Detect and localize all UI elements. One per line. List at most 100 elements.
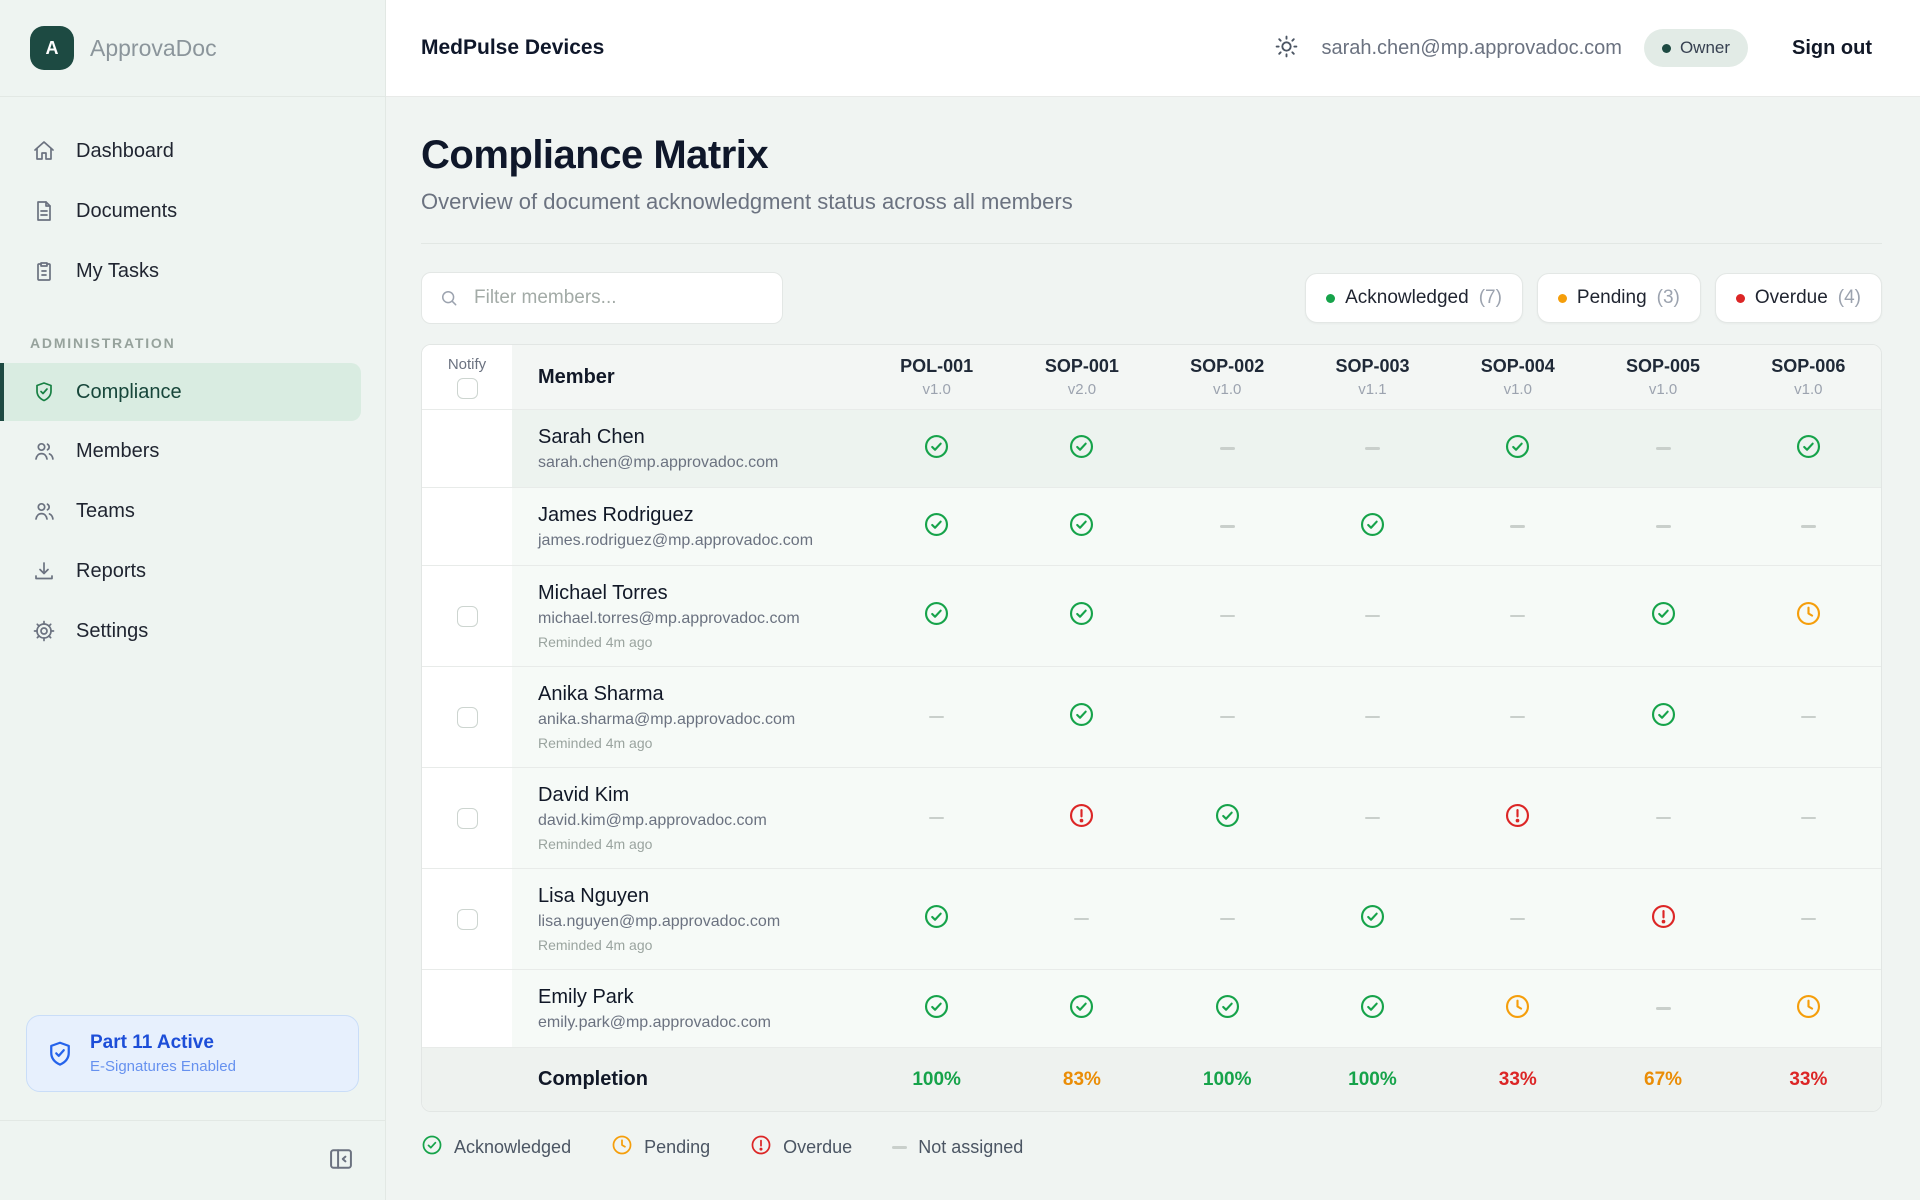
notify-cell (422, 667, 512, 767)
doc-version: v2.0 (1067, 381, 1097, 398)
not-assigned-dash (929, 816, 945, 820)
sidebar-item-settings[interactable]: Settings (0, 601, 385, 661)
completion-cell: 100% (864, 1069, 1009, 1091)
sidebar-item-label: My Tasks (76, 259, 159, 282)
member-name: Michael Torres (538, 582, 668, 604)
filter-chip-overdue[interactable]: Overdue (4) (1714, 273, 1882, 323)
status-overdue-icon (1650, 903, 1677, 935)
not-assigned-dash (1655, 1007, 1671, 1010)
status-acknowledged-icon (1359, 903, 1386, 935)
legend-label: Not assigned (918, 1137, 1024, 1157)
member-email: michael.torres@mp.approvadoc.com (538, 610, 800, 627)
sidebar-item-documents[interactable]: Documents (0, 181, 385, 241)
doc-header-sop-003: SOP-003 v1.1 (1299, 345, 1446, 409)
doc-version: v1.0 (1503, 381, 1532, 398)
users-icon (32, 439, 56, 463)
doc-header-sop-006: SOP-006 v1.0 (1735, 345, 1881, 409)
collapse-sidebar-button[interactable] (327, 1145, 355, 1176)
status-cell (864, 970, 1010, 1047)
completion-percentage: 100% (1202, 1068, 1252, 1090)
completion-label-cell: Completion (512, 1068, 864, 1091)
status-cell (1299, 970, 1446, 1047)
not-assigned-dash (1655, 447, 1671, 450)
completion-cell: 100% (1155, 1069, 1300, 1091)
select-all-checkbox[interactable] (456, 377, 478, 399)
status-cell (1735, 410, 1881, 487)
status-cell (864, 488, 1010, 565)
not-assigned-dash (1219, 614, 1235, 618)
not-assigned-dash (1219, 917, 1235, 921)
member-filter-box (421, 272, 783, 324)
status-acknowledged-icon (923, 903, 950, 935)
filter-chip-acknowledged[interactable]: Acknowledged (7) (1305, 273, 1523, 323)
notify-checkbox[interactable] (456, 908, 478, 930)
part11-status-card: Part 11 Active E-Signatures Enabled (26, 1015, 359, 1092)
sidebar-item-teams[interactable]: Teams (0, 481, 385, 541)
sidebar-item-label: Teams (76, 499, 135, 522)
sidebar-item-label: Compliance (76, 380, 182, 403)
member-cell: Lisa Nguyen lisa.nguyen@mp.approvadoc.com… (512, 869, 864, 969)
doc-header-sop-005: SOP-005 v1.0 (1590, 345, 1736, 409)
sidebar-item-reports[interactable]: Reports (0, 541, 385, 601)
status-cell (1154, 410, 1300, 487)
completion-cell: 100% (1300, 1069, 1445, 1091)
sidebar-item-compliance[interactable]: Compliance (0, 363, 361, 421)
sign-out-button[interactable]: Sign out (1786, 36, 1878, 61)
filter-chip-pending[interactable]: Pending (3) (1536, 273, 1701, 323)
sidebar-item-dashboard[interactable]: Dashboard (0, 121, 385, 181)
download-icon (32, 559, 56, 583)
toolbar: Acknowledged (7) Pending (3) Overdue (4) (421, 272, 1882, 324)
notify-checkbox[interactable] (456, 605, 478, 627)
status-acknowledged-icon (1068, 433, 1095, 465)
status-cell (1590, 970, 1736, 1047)
member-filter-input[interactable] (472, 286, 765, 310)
clipboard-icon (32, 259, 56, 283)
member-reminded-note: Reminded 4m ago (538, 937, 653, 953)
app-logo: A (30, 26, 74, 70)
legend-label: Pending (644, 1137, 711, 1157)
status-cell (864, 410, 1010, 487)
status-acknowledged-icon (923, 511, 950, 543)
notify-checkbox[interactable] (456, 807, 478, 829)
completion-cell: 83% (1009, 1069, 1154, 1091)
status-acknowledged-icon (1068, 600, 1095, 632)
not-assigned-dash (1364, 447, 1380, 450)
sidebar: A ApprovaDoc Dashboard Documents My Tasks … (0, 0, 386, 1200)
completion-row: Completion 100% 83% 100% 100% 33% 67% 33% (422, 1047, 1881, 1111)
status-cell (1154, 869, 1300, 969)
notify-checkbox[interactable] (456, 706, 478, 728)
member-name: Emily Park (538, 985, 634, 1008)
not-assigned-dash (1655, 816, 1671, 820)
status-cell (1299, 667, 1446, 767)
theme-toggle-button[interactable] (1274, 34, 1299, 62)
doc-header-sop-001: SOP-001 v2.0 (1009, 345, 1155, 409)
chip-status-dot (1326, 293, 1336, 303)
doc-code: POL-001 (900, 356, 974, 376)
role-badge-label: Owner (1679, 38, 1731, 57)
status-acknowledged-icon (923, 993, 950, 1025)
status-acknowledged-icon (1795, 433, 1822, 465)
legend-item-pending: Pending (611, 1134, 710, 1161)
status-cell (1445, 869, 1591, 969)
doc-header-pol-001: POL-001 v1.0 (864, 345, 1010, 409)
notify-cell (422, 768, 512, 868)
status-cell (1590, 566, 1736, 666)
status-cell (1590, 410, 1736, 487)
sun-icon (1274, 34, 1299, 59)
main-area: MedPulse Devices sarah.chen@mp.approvado… (386, 0, 1920, 1200)
not-assigned-dash (1510, 715, 1526, 719)
member-email: james.rodriguez@mp.approvadoc.com (538, 531, 814, 549)
chip-status-dot (1735, 293, 1745, 303)
completion-percentage: 67% (1644, 1068, 1683, 1090)
doc-header-sop-002: SOP-002 v1.0 (1154, 345, 1300, 409)
matrix-header-row: Notify Member POL-001 v1.0 SOP-001 v2.0 SOP-… (422, 345, 1881, 409)
legend-pending-icon (611, 1134, 633, 1161)
doc-code: SOP-005 (1626, 356, 1701, 376)
status-cell (1590, 768, 1736, 868)
member-row: Lisa Nguyen lisa.nguyen@mp.approvadoc.com… (422, 868, 1881, 969)
not-assigned-dash (1655, 525, 1671, 528)
sidebar-item-members[interactable]: Members (0, 421, 385, 481)
status-cell (1735, 488, 1881, 565)
status-cell (1445, 667, 1591, 767)
sidebar-item-my-tasks[interactable]: My Tasks (0, 241, 385, 301)
